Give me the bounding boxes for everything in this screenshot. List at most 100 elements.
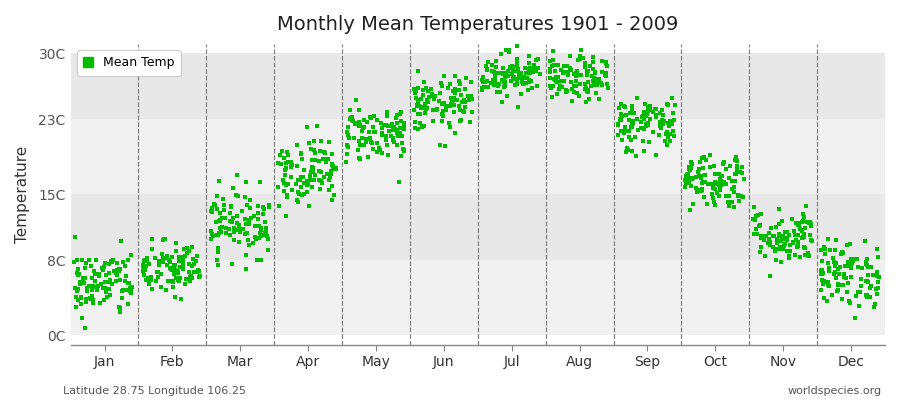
Point bbox=[666, 128, 680, 135]
Point bbox=[824, 247, 838, 253]
Point bbox=[140, 275, 155, 281]
Point bbox=[526, 69, 541, 75]
Point bbox=[305, 164, 320, 171]
Point bbox=[524, 78, 538, 84]
Point bbox=[713, 176, 727, 182]
Point bbox=[682, 166, 697, 172]
Point bbox=[77, 274, 92, 281]
Point bbox=[625, 137, 639, 143]
Point bbox=[508, 76, 522, 82]
Point bbox=[279, 164, 293, 171]
Point bbox=[644, 106, 658, 113]
Point bbox=[641, 120, 655, 126]
Point bbox=[445, 95, 459, 102]
Point bbox=[695, 180, 709, 186]
Point bbox=[782, 248, 796, 254]
Point bbox=[589, 79, 603, 85]
Point bbox=[844, 263, 859, 270]
Point bbox=[719, 193, 733, 199]
Point bbox=[832, 287, 846, 294]
Point bbox=[859, 292, 873, 298]
Point bbox=[314, 168, 328, 175]
Point bbox=[190, 268, 204, 275]
Point bbox=[367, 128, 382, 135]
Point bbox=[487, 68, 501, 75]
Point bbox=[321, 177, 336, 183]
Point bbox=[761, 236, 776, 242]
Point bbox=[86, 300, 101, 306]
Point bbox=[589, 90, 603, 96]
Point bbox=[685, 175, 699, 181]
Point bbox=[364, 138, 378, 145]
Point bbox=[870, 290, 885, 297]
Point bbox=[99, 289, 113, 295]
Point bbox=[525, 85, 539, 91]
Point bbox=[293, 174, 308, 180]
Point bbox=[408, 89, 422, 95]
Point bbox=[143, 274, 157, 281]
Point bbox=[364, 140, 379, 146]
Point bbox=[410, 126, 425, 133]
Point bbox=[410, 85, 425, 92]
Point bbox=[495, 77, 509, 83]
Point bbox=[598, 72, 613, 78]
Point bbox=[645, 109, 660, 115]
Point bbox=[871, 278, 886, 285]
Point bbox=[726, 204, 741, 210]
Point bbox=[254, 225, 268, 232]
Point bbox=[485, 77, 500, 83]
Point bbox=[325, 162, 339, 168]
Point bbox=[649, 112, 663, 118]
Point bbox=[251, 210, 266, 216]
Point bbox=[667, 117, 681, 123]
Point bbox=[475, 78, 490, 85]
Point bbox=[120, 286, 134, 293]
Point bbox=[230, 220, 245, 226]
Point bbox=[138, 256, 152, 263]
Point bbox=[571, 57, 585, 64]
Point bbox=[319, 159, 333, 166]
Point bbox=[519, 80, 534, 86]
Point bbox=[261, 201, 275, 208]
Point bbox=[171, 277, 185, 284]
Point bbox=[814, 277, 829, 283]
Point bbox=[464, 109, 479, 115]
Point bbox=[870, 273, 885, 280]
Point bbox=[776, 232, 790, 239]
Point bbox=[684, 158, 698, 165]
Point bbox=[352, 106, 366, 113]
Point bbox=[103, 286, 117, 292]
Point bbox=[226, 185, 240, 191]
Point bbox=[416, 87, 430, 93]
Point bbox=[248, 213, 262, 219]
Point bbox=[698, 172, 713, 178]
Point bbox=[817, 279, 832, 286]
Point bbox=[872, 274, 886, 280]
Point bbox=[310, 123, 324, 130]
Point bbox=[779, 236, 794, 242]
Point bbox=[75, 314, 89, 321]
Point bbox=[116, 286, 130, 293]
Point bbox=[733, 169, 747, 176]
Point bbox=[97, 264, 112, 270]
Point bbox=[318, 156, 332, 162]
Point bbox=[569, 70, 583, 76]
Point bbox=[374, 120, 388, 126]
Point bbox=[599, 60, 614, 66]
Point bbox=[773, 244, 788, 250]
Point bbox=[275, 177, 290, 184]
Point bbox=[688, 174, 703, 180]
Point bbox=[227, 224, 241, 231]
Point bbox=[258, 224, 273, 231]
Point bbox=[691, 166, 706, 172]
Point bbox=[795, 228, 809, 234]
Point bbox=[585, 73, 599, 80]
Point bbox=[706, 199, 721, 206]
Point bbox=[413, 110, 428, 117]
Point bbox=[375, 124, 390, 131]
Point bbox=[158, 287, 173, 293]
Point bbox=[238, 216, 252, 222]
Point bbox=[721, 199, 735, 206]
Point bbox=[491, 89, 505, 95]
Point bbox=[654, 118, 669, 125]
